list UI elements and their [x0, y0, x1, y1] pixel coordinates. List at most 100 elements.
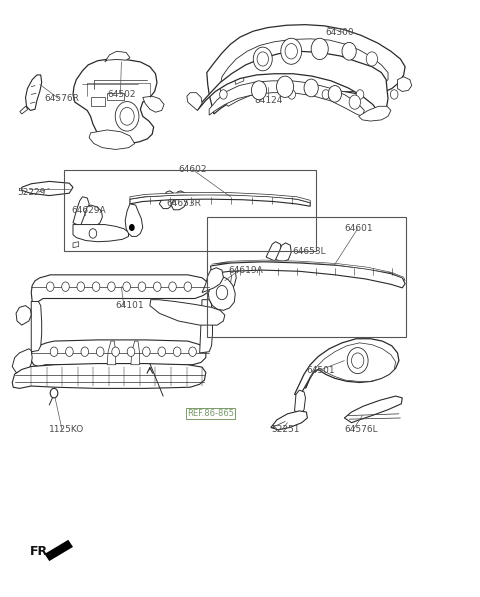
Text: 64501: 64501 — [306, 366, 335, 375]
Polygon shape — [73, 197, 89, 226]
Polygon shape — [25, 75, 42, 110]
Circle shape — [276, 76, 294, 97]
Circle shape — [89, 229, 96, 238]
Polygon shape — [295, 390, 305, 414]
Polygon shape — [197, 51, 388, 118]
Text: 84124: 84124 — [254, 96, 283, 105]
Circle shape — [304, 79, 318, 97]
Polygon shape — [271, 411, 307, 430]
Circle shape — [143, 347, 150, 356]
Polygon shape — [89, 130, 135, 149]
Polygon shape — [91, 97, 105, 106]
Circle shape — [351, 353, 364, 368]
Polygon shape — [213, 263, 236, 296]
Circle shape — [254, 90, 261, 99]
Text: 64653L: 64653L — [292, 247, 326, 256]
Bar — [64, 170, 316, 251]
Text: 64601: 64601 — [344, 224, 373, 233]
Circle shape — [356, 90, 364, 99]
Circle shape — [328, 85, 342, 102]
Circle shape — [123, 282, 131, 291]
Polygon shape — [209, 81, 364, 116]
Circle shape — [390, 90, 398, 99]
Circle shape — [219, 90, 227, 99]
Polygon shape — [202, 267, 223, 293]
Text: 52251: 52251 — [271, 425, 300, 434]
Polygon shape — [208, 273, 235, 310]
Polygon shape — [20, 106, 28, 114]
Polygon shape — [295, 338, 399, 396]
Circle shape — [281, 38, 301, 64]
Circle shape — [158, 347, 166, 356]
Polygon shape — [150, 300, 225, 325]
Polygon shape — [266, 242, 282, 261]
Circle shape — [50, 389, 58, 398]
Polygon shape — [30, 340, 206, 367]
Circle shape — [115, 101, 139, 131]
Polygon shape — [359, 106, 391, 121]
Polygon shape — [276, 243, 291, 262]
Text: 64300: 64300 — [325, 28, 354, 37]
Circle shape — [50, 347, 58, 356]
Polygon shape — [107, 93, 124, 100]
Circle shape — [322, 90, 330, 99]
Circle shape — [257, 52, 268, 66]
Polygon shape — [45, 540, 73, 561]
Circle shape — [252, 81, 266, 100]
Polygon shape — [216, 268, 231, 291]
Text: 64653R: 64653R — [167, 199, 201, 208]
Bar — [207, 217, 406, 337]
Polygon shape — [187, 93, 202, 110]
Polygon shape — [16, 306, 31, 325]
Polygon shape — [81, 205, 102, 227]
Polygon shape — [171, 191, 187, 210]
Circle shape — [47, 282, 54, 291]
Circle shape — [62, 282, 69, 291]
Circle shape — [349, 95, 360, 109]
Polygon shape — [131, 341, 139, 365]
Circle shape — [96, 347, 104, 356]
Text: 64576R: 64576R — [45, 94, 79, 103]
Text: 64629A: 64629A — [72, 207, 106, 216]
Polygon shape — [31, 301, 42, 352]
Polygon shape — [212, 260, 405, 281]
Polygon shape — [235, 75, 244, 84]
Circle shape — [66, 347, 73, 356]
Text: 64502: 64502 — [107, 90, 136, 99]
Circle shape — [366, 52, 378, 66]
Text: REF.86-865: REF.86-865 — [187, 410, 234, 418]
Polygon shape — [73, 242, 79, 248]
Polygon shape — [22, 181, 73, 196]
Circle shape — [173, 347, 181, 356]
Circle shape — [77, 282, 84, 291]
Polygon shape — [73, 224, 129, 242]
Polygon shape — [107, 341, 116, 365]
Text: 64619A: 64619A — [228, 266, 263, 275]
Text: FR.: FR. — [30, 544, 53, 558]
Polygon shape — [12, 349, 32, 373]
Circle shape — [311, 38, 328, 60]
Circle shape — [216, 285, 228, 300]
Text: 64576L: 64576L — [344, 425, 378, 434]
Polygon shape — [344, 396, 402, 423]
Circle shape — [184, 282, 192, 291]
Circle shape — [189, 347, 196, 356]
Circle shape — [138, 282, 146, 291]
Circle shape — [285, 44, 298, 59]
Polygon shape — [31, 275, 209, 304]
Polygon shape — [220, 39, 388, 106]
Polygon shape — [200, 300, 213, 353]
Circle shape — [347, 347, 368, 374]
Circle shape — [154, 282, 161, 291]
Polygon shape — [159, 191, 175, 208]
Text: 64101: 64101 — [116, 301, 144, 310]
Polygon shape — [305, 343, 396, 389]
Polygon shape — [125, 204, 143, 236]
Circle shape — [169, 282, 176, 291]
Polygon shape — [105, 51, 130, 62]
Circle shape — [288, 90, 296, 99]
Polygon shape — [12, 364, 206, 389]
Circle shape — [342, 42, 356, 60]
Text: 52229: 52229 — [17, 187, 46, 196]
Polygon shape — [73, 59, 157, 143]
